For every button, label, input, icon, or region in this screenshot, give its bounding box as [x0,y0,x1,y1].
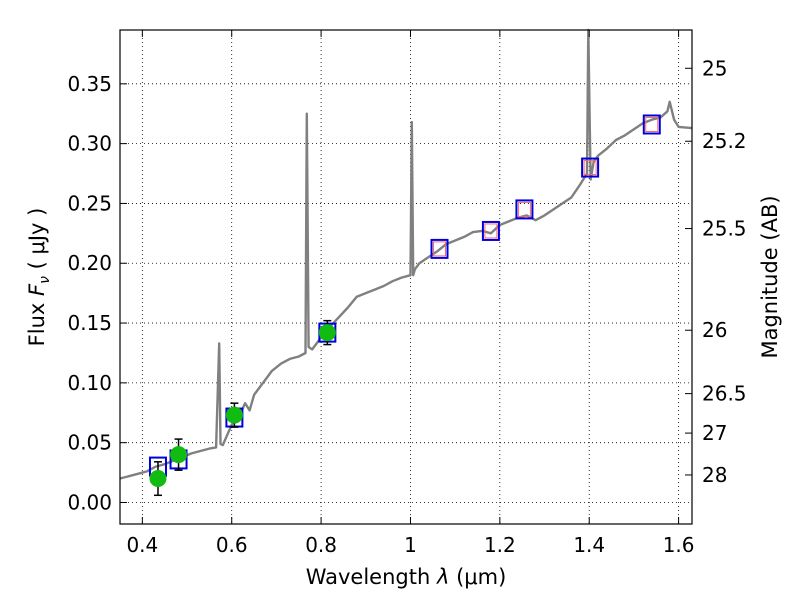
model-photometry-square [515,199,534,220]
y-tick-label: 0.25 [67,191,112,215]
model-photometry-square [430,238,449,259]
grid-lines [120,30,692,524]
x-axis-title: Wavelength λ (μm) [306,565,507,589]
model-photometry-square [481,220,500,241]
observed-photometry-point [318,324,336,342]
plot-frame [119,29,693,525]
y2-tick-label: 25.5 [702,217,747,241]
synthetic-flux-square [484,223,498,239]
synthetic-flux-square [645,116,659,132]
y2-tick-label: 26 [702,318,727,342]
y2-tick-label: 25.2 [702,129,747,153]
model-photometry-square [581,157,600,178]
y-axis-title: Flux Fν ( μJy ) [25,208,53,347]
spectrum-line [119,28,693,480]
synthetic-flux-square [517,201,531,217]
model-photometry-square [642,114,661,135]
x-tick-label: 1.4 [573,533,605,557]
synthetic-flux-square [583,160,597,176]
y-tick-label: 0.00 [67,490,112,514]
x-tick-label: 0.6 [216,533,248,557]
observed-photometry-point [170,446,188,464]
tick-layer: 0.4 0.6 0.8 1 1.2 1.4 1.6 0.00 0.05 0.10 0.15 0.20 0… [67,30,747,557]
y2-tick-label: 25 [702,56,727,80]
y2-tick-label: 27 [702,421,727,445]
x-tick-label: 1.2 [484,533,516,557]
y-tick-label: 0.15 [67,311,112,335]
x-tick-label: 0.8 [305,533,337,557]
y2-tick-label: 26.5 [702,382,747,406]
y-tick-label: 0.20 [67,251,112,275]
y-tick-label: 0.30 [67,132,112,156]
observed-photometry-point [149,470,167,488]
spectrum-layer [119,28,693,480]
y-tick-label: 0.05 [67,431,112,455]
x-tick-label: 1.6 [663,533,695,557]
y2-axis-title: Magnitude (AB) [758,195,782,358]
y2-tick-label: 28 [702,463,727,487]
y-tick-label: 0.10 [67,371,112,395]
marker-layer [148,114,661,497]
observed-photometry-point [225,406,243,424]
synthetic-flux-square [433,241,447,257]
x-tick-label: 1 [404,533,417,557]
x-tick-label: 0.4 [126,533,158,557]
y-tick-label: 0.35 [67,72,112,96]
